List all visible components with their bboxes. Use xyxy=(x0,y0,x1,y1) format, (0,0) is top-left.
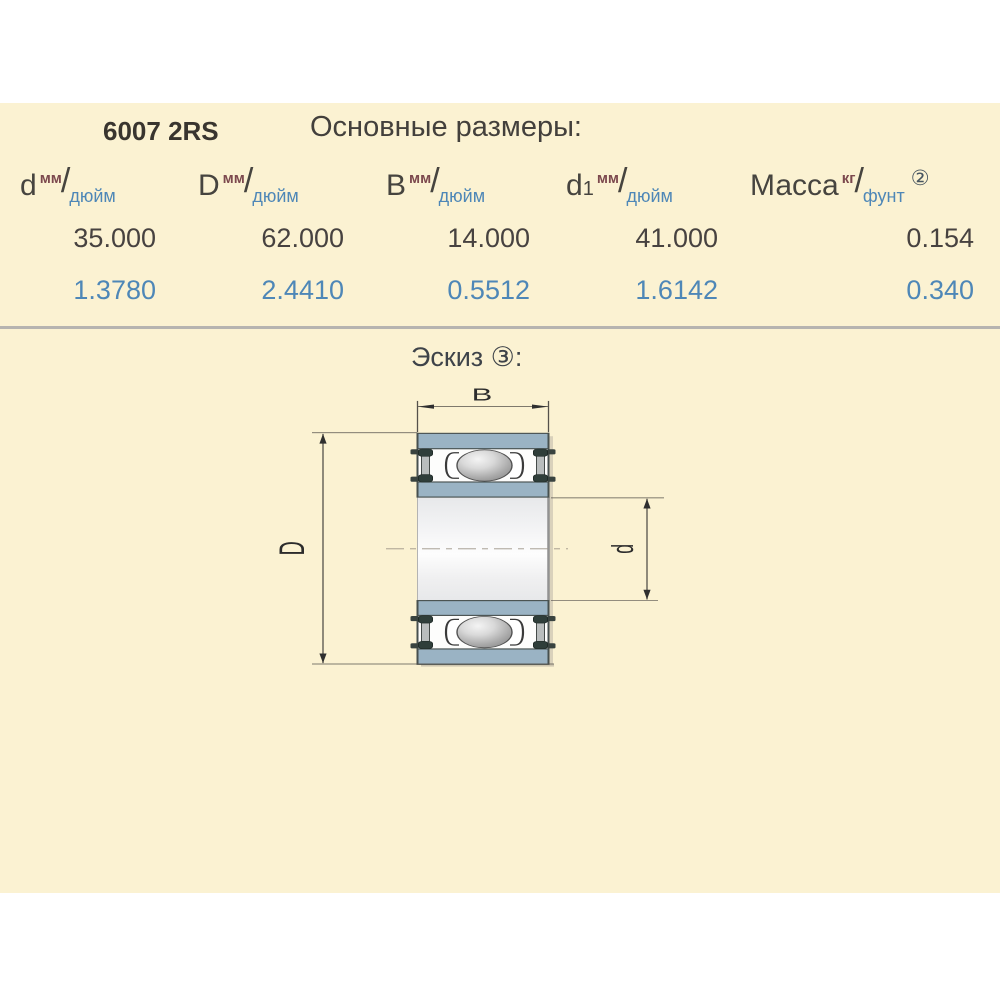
outer-ring-bottom xyxy=(416,648,550,665)
bearing-shadow xyxy=(421,436,554,667)
bearing-sketch: B D d xyxy=(273,385,664,667)
seal-left-top xyxy=(410,448,433,483)
dimension-d-outer xyxy=(312,432,554,665)
header-unit-top: кг xyxy=(841,170,856,187)
header-unit-top: мм xyxy=(596,170,620,187)
ball-bottom xyxy=(456,616,513,649)
header-symbol: d xyxy=(20,169,37,202)
value-d1-mm: 41.000 xyxy=(635,223,718,253)
inner-ring-bottom xyxy=(416,600,550,616)
seal-right-bottom xyxy=(533,615,556,649)
header-unit-bottom: дюйм xyxy=(69,186,116,206)
value-mass-lb: 0.340 xyxy=(906,275,974,305)
header-unit-bottom: дюйм xyxy=(626,186,673,206)
bottom-section xyxy=(410,600,556,665)
header-unit-top: мм xyxy=(222,170,245,187)
dim-label-d-bore: d xyxy=(606,544,640,554)
seal-right-top xyxy=(533,448,556,483)
header-unit-top: мм xyxy=(409,170,432,187)
header-unit-top: мм xyxy=(39,170,62,187)
value-d-inch: 1.3780 xyxy=(73,275,156,305)
header-unit-bottom: фунт xyxy=(862,186,905,206)
cage-left-top xyxy=(444,452,459,479)
sketch-title: Эскиз ③: xyxy=(411,342,523,372)
dimension-d-bore xyxy=(551,497,664,601)
value-d1-inch: 1.6142 xyxy=(635,275,718,305)
header-unit-slash: / xyxy=(430,162,440,200)
section-divider xyxy=(0,326,1000,329)
header-unit-slash: / xyxy=(243,162,254,200)
header-symbol: D xyxy=(198,169,220,202)
bearing-model-title: 6007 2RS xyxy=(103,116,219,146)
header-unit-bottom: дюйм xyxy=(252,186,299,206)
header-symbol-index: 1 xyxy=(582,178,594,200)
top-section xyxy=(410,432,556,498)
main-dimensions-title: Основные размеры: xyxy=(310,111,582,143)
inner-ring-top xyxy=(416,481,550,498)
header-symbol: d xyxy=(566,169,583,202)
value-mass-kg: 0.154 xyxy=(906,223,974,253)
dimension-b xyxy=(416,400,550,433)
ball-top xyxy=(456,449,513,482)
cage-right-top xyxy=(510,452,525,479)
seal-left-bottom xyxy=(410,615,433,649)
value-B-mm: 14.000 xyxy=(447,223,530,253)
header-unit-slash: / xyxy=(60,162,71,200)
header-symbol: B xyxy=(386,169,407,202)
value-d-mm: 35.000 xyxy=(73,223,156,253)
outer-ring-top xyxy=(416,432,550,450)
header-unit-slash: / xyxy=(854,162,864,200)
dim-label-b: B xyxy=(472,385,493,405)
value-B-inch: 0.5512 xyxy=(447,275,530,305)
header-symbol: Масса xyxy=(750,169,839,202)
value-D-mm: 62.000 xyxy=(261,223,344,253)
dim-label-d-outer: D xyxy=(273,541,312,555)
column-header-d: d мм/дюйм xyxy=(20,162,170,215)
header-unit-slash: / xyxy=(618,162,628,200)
cage-right-bottom xyxy=(510,618,525,646)
cage-left-bottom xyxy=(444,618,459,646)
header-unit-bottom: дюйм xyxy=(438,186,486,206)
column-header-d1: d1 мм/дюйм xyxy=(566,162,726,215)
value-D-inch: 2.4410 xyxy=(261,275,344,305)
footnote-2-icon: ② xyxy=(910,167,930,190)
column-header-mass: Масса кг/фунт② xyxy=(750,162,990,215)
